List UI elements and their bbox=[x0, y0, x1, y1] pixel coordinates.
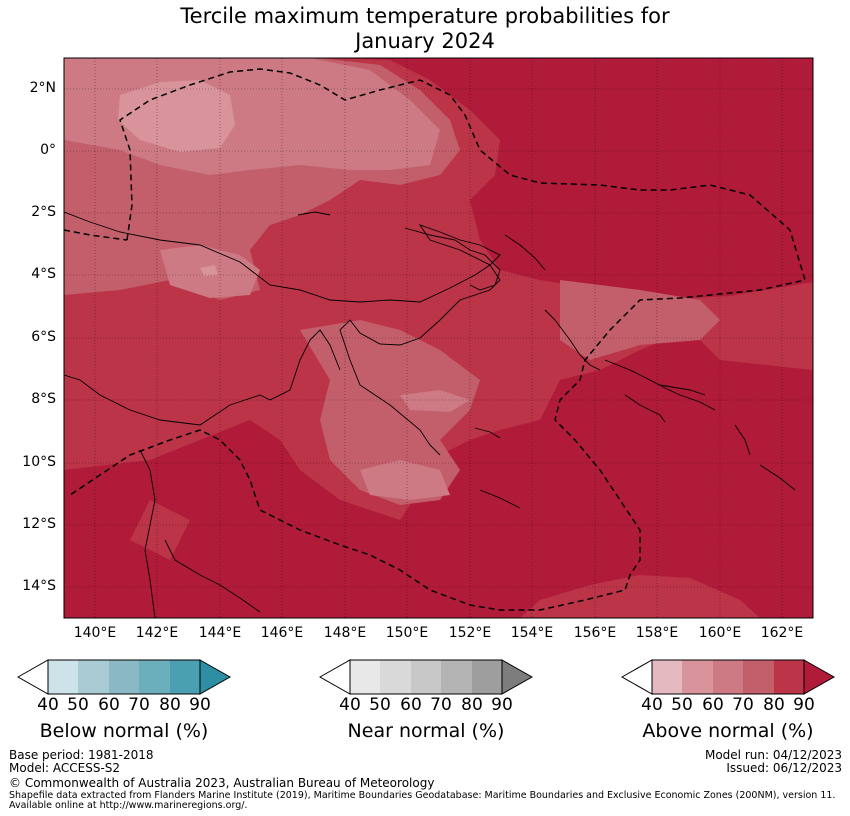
cbar-above-tick-70: 70 bbox=[732, 695, 754, 715]
cbar-near-tick-80: 80 bbox=[461, 695, 483, 715]
lon-label-152e: 152°E bbox=[448, 625, 492, 641]
prob-band-40-50 bbox=[118, 80, 235, 152]
colorbar-near-normal bbox=[318, 659, 534, 695]
cbar-above-tick-80: 80 bbox=[763, 695, 785, 715]
lat-label-8s: 8°S bbox=[31, 391, 56, 407]
cape-york bbox=[139, 449, 156, 618]
manus bbox=[297, 211, 331, 216]
solomon-islands-5 bbox=[759, 464, 796, 491]
lon-label-150e: 150°E bbox=[385, 625, 429, 641]
lat-label-4s: 4°S bbox=[31, 266, 56, 282]
cbar-near-tick-90: 90 bbox=[491, 695, 513, 715]
map-title: Tercile maximum temperature probabilitie… bbox=[0, 4, 850, 54]
lon-label-160e: 160°E bbox=[698, 625, 742, 641]
cbar-above-tick-90: 90 bbox=[793, 695, 815, 715]
lon-label-162e: 162°E bbox=[760, 625, 804, 641]
cbar-below-tick-60: 60 bbox=[98, 695, 120, 715]
lon-label-146e: 146°E bbox=[260, 625, 304, 641]
lon-label-156e: 156°E bbox=[573, 625, 617, 641]
prob-band-60-70-east bbox=[560, 280, 720, 360]
map-title-line2: January 2024 bbox=[355, 29, 495, 53]
model-run-text: Model run: 04/12/2023 bbox=[704, 748, 842, 762]
prob-band-50-60-bay bbox=[400, 390, 470, 412]
cbar-near-tick-40: 40 bbox=[339, 695, 361, 715]
model-text: Model: ACCESS-S2 bbox=[9, 761, 121, 775]
new-ireland bbox=[504, 234, 546, 271]
source-text-line2: Available online at http://www.marinereg… bbox=[9, 800, 248, 811]
lon-label-158e: 158°E bbox=[635, 625, 679, 641]
cbar-near-tick-50: 50 bbox=[369, 695, 391, 715]
solomon-islands-3 bbox=[659, 384, 706, 396]
lon-label-144e: 144°E bbox=[198, 625, 242, 641]
solomon-islands-2 bbox=[624, 394, 666, 423]
prob-band-60-70-mid bbox=[300, 320, 480, 505]
new-britain bbox=[404, 227, 501, 291]
cbar-below-tick-90: 90 bbox=[189, 695, 211, 715]
source-text-line1: Shapefile data extracted from Flanders M… bbox=[9, 790, 836, 801]
prob-band-70-80-islet bbox=[130, 500, 190, 560]
copyright-text: © Commonwealth of Australia 2023, Austra… bbox=[9, 776, 435, 790]
issued-text: Issued: 06/12/2023 bbox=[726, 761, 842, 775]
cbar-near-label: Near normal (%) bbox=[347, 720, 505, 742]
louisiade bbox=[479, 489, 521, 509]
cbar-above-tick-50: 50 bbox=[671, 695, 693, 715]
coastlines bbox=[64, 211, 796, 618]
lon-label-148e: 148°E bbox=[323, 625, 367, 641]
solomon-islands-4 bbox=[734, 424, 751, 456]
lat-label-2n: 2°N bbox=[29, 80, 56, 96]
solomon-islands-1 bbox=[604, 359, 716, 411]
base-period-text: Base period: 1981-2018 bbox=[9, 748, 154, 762]
cbar-below-tick-40: 40 bbox=[37, 695, 59, 715]
map-frame bbox=[63, 57, 814, 619]
eez-boundary bbox=[64, 68, 806, 611]
map-title-line1: Tercile maximum temperature probabilitie… bbox=[180, 4, 670, 28]
cbar-below-tick-70: 70 bbox=[128, 695, 150, 715]
lat-label-14s: 14°S bbox=[22, 578, 56, 594]
prob-band-40-50-islet bbox=[200, 265, 218, 276]
cbar-above-label: Above normal (%) bbox=[642, 720, 814, 742]
lat-label-2s: 2°S bbox=[31, 204, 56, 220]
lon-label-154e: 154°E bbox=[510, 625, 554, 641]
colorbar-below-normal bbox=[16, 659, 232, 695]
lat-label-12s: 12°S bbox=[22, 516, 56, 532]
colorbar-above-normal bbox=[620, 659, 836, 695]
lat-label-0: 0° bbox=[40, 142, 56, 158]
lon-label-140e: 140°E bbox=[73, 625, 117, 641]
cbar-below-tick-50: 50 bbox=[67, 695, 89, 715]
d-entrecasteaux bbox=[474, 427, 501, 439]
lat-label-10s: 10°S bbox=[22, 454, 56, 470]
cbar-below-label: Below normal (%) bbox=[39, 720, 209, 742]
cbar-near-tick-60: 60 bbox=[400, 695, 422, 715]
new-guinea-coast-south bbox=[64, 329, 341, 426]
new-guinea-coast-north bbox=[64, 211, 501, 456]
cbar-near-tick-70: 70 bbox=[430, 695, 452, 715]
cbar-above-tick-40: 40 bbox=[641, 695, 663, 715]
lat-label-6s: 6°S bbox=[31, 329, 56, 345]
cbar-above-tick-60: 60 bbox=[702, 695, 724, 715]
lon-label-142e: 142°E bbox=[135, 625, 179, 641]
prob-band-70-80-south bbox=[520, 575, 760, 618]
graticule bbox=[64, 58, 813, 618]
bougainville bbox=[544, 309, 601, 371]
australia-east-coast bbox=[164, 539, 261, 613]
prob-band-50-60-south bbox=[360, 460, 450, 500]
cbar-below-tick-80: 80 bbox=[159, 695, 181, 715]
